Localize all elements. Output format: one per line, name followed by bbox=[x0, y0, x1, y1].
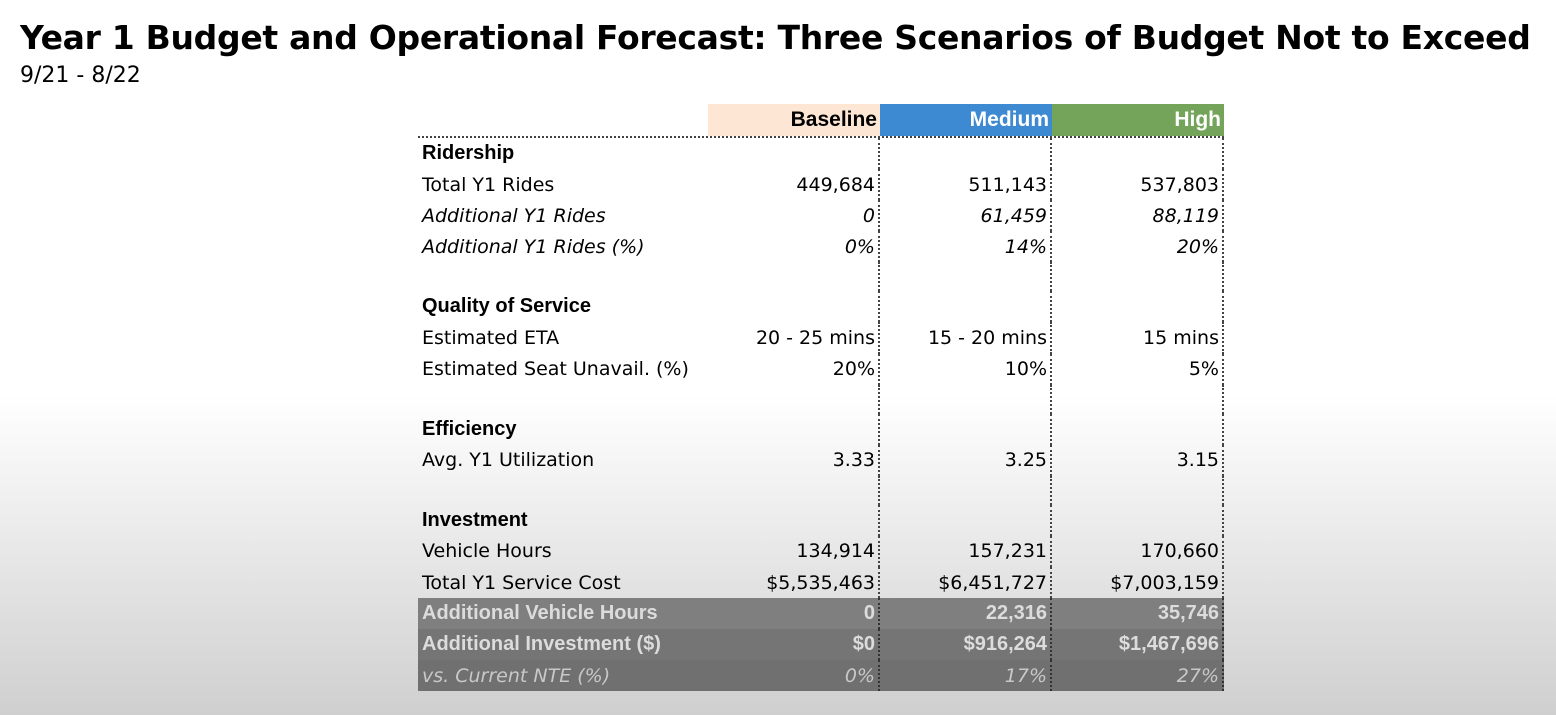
value-baseline: $5,535,463 bbox=[708, 567, 880, 599]
section-label: Quality of Service bbox=[422, 295, 591, 318]
value-medium: 14% bbox=[880, 231, 1052, 263]
empty-cell bbox=[708, 504, 880, 536]
empty-cell bbox=[1052, 504, 1224, 536]
spacer-row bbox=[418, 262, 1224, 292]
empty-cell bbox=[708, 384, 880, 414]
value-baseline: 0% bbox=[708, 231, 880, 263]
table-row-seat-unavail: Estimated Seat Unavail. (%) 20% 10% 5% bbox=[418, 353, 1224, 385]
value-high: $7,003,159 bbox=[1052, 567, 1224, 599]
row-label: Total Y1 Rides bbox=[422, 173, 555, 196]
section-label: Efficiency bbox=[422, 417, 517, 440]
value-medium: 3.25 bbox=[880, 444, 1052, 476]
table-row-vehicle-hours: Vehicle Hours 134,914 157,231 170,660 bbox=[418, 535, 1224, 568]
spacer-row bbox=[418, 475, 1224, 505]
spacer-row bbox=[418, 384, 1224, 414]
empty-cell bbox=[880, 291, 1052, 323]
empty-cell bbox=[708, 475, 880, 505]
header-label-spacer bbox=[418, 104, 708, 136]
date-range-subtitle: 9/21 - 8/22 bbox=[20, 63, 141, 88]
section-label: Ridership bbox=[422, 142, 515, 165]
row-label: Additional Y1 Rides bbox=[422, 204, 606, 227]
row-label: Additional Vehicle Hours bbox=[422, 602, 658, 625]
empty-cell bbox=[708, 262, 880, 292]
empty-cell bbox=[880, 138, 1052, 170]
column-header-medium: Medium bbox=[880, 104, 1052, 136]
section-header-investment: Investment bbox=[418, 504, 1224, 536]
empty-cell bbox=[708, 413, 880, 445]
empty-cell bbox=[1052, 475, 1224, 505]
empty-cell bbox=[418, 476, 708, 505]
row-label: Estimated ETA bbox=[422, 327, 560, 350]
value-medium: 511,143 bbox=[880, 169, 1052, 201]
column-header-high: High bbox=[1052, 104, 1224, 136]
value-baseline: $0 bbox=[708, 629, 880, 661]
value-high: 3.15 bbox=[1052, 444, 1224, 476]
value-baseline: 0% bbox=[708, 660, 880, 692]
empty-cell bbox=[1052, 413, 1224, 445]
section-header-ridership: Ridership bbox=[418, 138, 1224, 170]
row-label: Additional Investment ($) bbox=[422, 633, 661, 656]
value-medium: $6,451,727 bbox=[880, 567, 1052, 599]
value-medium: 22,316 bbox=[880, 598, 1052, 630]
empty-cell bbox=[1052, 384, 1224, 414]
value-baseline: 20% bbox=[708, 353, 880, 385]
section-header-efficiency: Efficiency bbox=[418, 413, 1224, 445]
row-label: Total Y1 Service Cost bbox=[422, 571, 621, 594]
value-high: 88,119 bbox=[1052, 200, 1224, 232]
column-header-baseline: Baseline bbox=[708, 104, 880, 136]
value-medium: 17% bbox=[880, 660, 1052, 692]
value-medium: $916,264 bbox=[880, 629, 1052, 661]
table-row-utilization: Avg. Y1 Utilization 3.33 3.25 3.15 bbox=[418, 444, 1224, 476]
empty-cell bbox=[880, 413, 1052, 445]
value-high: 170,660 bbox=[1052, 535, 1224, 568]
value-medium: 157,231 bbox=[880, 535, 1052, 568]
value-baseline: 3.33 bbox=[708, 444, 880, 476]
empty-cell bbox=[880, 475, 1052, 505]
section-label: Investment bbox=[422, 508, 528, 531]
value-high: 27% bbox=[1052, 660, 1224, 692]
value-baseline: 20 - 25 mins bbox=[708, 322, 880, 354]
value-baseline: 0 bbox=[708, 200, 880, 232]
value-high: 5% bbox=[1052, 353, 1224, 385]
empty-cell bbox=[1052, 138, 1224, 170]
empty-cell bbox=[418, 262, 708, 291]
budget-forecast-table: Baseline Medium High Ridership Total Y1 … bbox=[418, 104, 1224, 692]
table-row-eta: Estimated ETA 20 - 25 mins 15 - 20 mins … bbox=[418, 322, 1224, 354]
value-high: 537,803 bbox=[1052, 169, 1224, 201]
value-high: 35,746 bbox=[1052, 598, 1224, 630]
column-header-row: Baseline Medium High bbox=[418, 104, 1224, 138]
value-baseline: 449,684 bbox=[708, 169, 880, 201]
empty-cell bbox=[1052, 291, 1224, 323]
table-row-additional-rides-pct: Additional Y1 Rides (%) 0% 14% 20% bbox=[418, 231, 1224, 263]
row-label: vs. Current NTE (%) bbox=[422, 664, 611, 687]
row-label: Avg. Y1 Utilization bbox=[422, 449, 595, 472]
value-high: 15 mins bbox=[1052, 322, 1224, 354]
value-baseline: 134,914 bbox=[708, 535, 880, 568]
row-label: Vehicle Hours bbox=[422, 540, 552, 563]
value-baseline: 0 bbox=[708, 598, 880, 630]
table-row-additional-investment: Additional Investment ($) $0 $916,264 $1… bbox=[418, 629, 1224, 661]
page-title: Year 1 Budget and Operational Forecast: … bbox=[20, 18, 1531, 57]
empty-cell bbox=[708, 291, 880, 323]
empty-cell bbox=[418, 385, 708, 414]
table-row-service-cost: Total Y1 Service Cost $5,535,463 $6,451,… bbox=[418, 567, 1224, 599]
row-label: Additional Y1 Rides (%) bbox=[422, 235, 645, 258]
value-high: $1,467,696 bbox=[1052, 629, 1224, 661]
table-row-vs-current-nte: vs. Current NTE (%) 0% 17% 27% bbox=[418, 660, 1224, 692]
value-medium: 61,459 bbox=[880, 200, 1052, 232]
table-row-additional-vehicle-hours: Additional Vehicle Hours 0 22,316 35,746 bbox=[418, 598, 1224, 630]
empty-cell bbox=[1052, 262, 1224, 292]
empty-cell bbox=[880, 384, 1052, 414]
value-high: 20% bbox=[1052, 231, 1224, 263]
empty-cell bbox=[708, 138, 880, 170]
value-medium: 15 - 20 mins bbox=[880, 322, 1052, 354]
empty-cell bbox=[880, 262, 1052, 292]
section-header-quality: Quality of Service bbox=[418, 291, 1224, 323]
table-row-additional-rides: Additional Y1 Rides 0 61,459 88,119 bbox=[418, 200, 1224, 232]
row-label: Estimated Seat Unavail. (%) bbox=[422, 358, 689, 381]
empty-cell bbox=[880, 504, 1052, 536]
value-medium: 10% bbox=[880, 353, 1052, 385]
table-row-total-rides: Total Y1 Rides 449,684 511,143 537,803 bbox=[418, 169, 1224, 201]
